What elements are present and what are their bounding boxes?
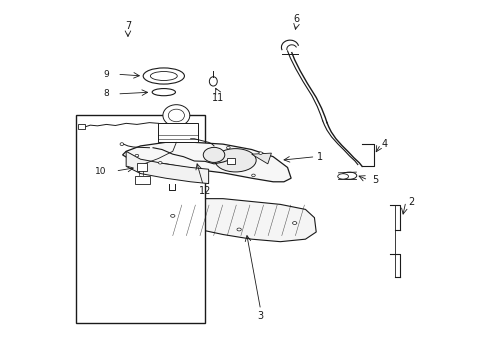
Text: 7: 7 — [124, 21, 131, 31]
Text: 1: 1 — [316, 152, 322, 162]
Bar — [137, 163, 147, 171]
Polygon shape — [251, 153, 271, 164]
Text: 12: 12 — [199, 186, 211, 196]
Polygon shape — [153, 199, 316, 242]
Text: 6: 6 — [293, 14, 299, 24]
Text: 5: 5 — [371, 175, 378, 185]
Ellipse shape — [203, 147, 224, 162]
Bar — [78, 125, 85, 130]
Ellipse shape — [150, 72, 177, 81]
Text: 2: 2 — [407, 197, 413, 207]
Bar — [158, 123, 198, 142]
Ellipse shape — [226, 147, 230, 149]
Ellipse shape — [163, 105, 189, 126]
Bar — [135, 176, 150, 184]
Text: 8: 8 — [103, 89, 109, 98]
Ellipse shape — [237, 228, 241, 231]
Bar — [76, 116, 204, 323]
Text: 10: 10 — [95, 167, 106, 176]
Ellipse shape — [258, 152, 262, 154]
Ellipse shape — [168, 109, 184, 122]
Ellipse shape — [209, 77, 217, 86]
Ellipse shape — [135, 154, 139, 157]
Ellipse shape — [214, 149, 256, 172]
Bar — [227, 158, 235, 163]
Text: 11: 11 — [211, 93, 224, 103]
Text: 4: 4 — [381, 139, 386, 149]
Text: 3: 3 — [257, 311, 263, 321]
Text: 9: 9 — [103, 70, 109, 79]
Ellipse shape — [170, 215, 175, 217]
Ellipse shape — [341, 172, 356, 179]
Ellipse shape — [152, 89, 175, 96]
Ellipse shape — [251, 174, 255, 177]
Ellipse shape — [120, 143, 123, 145]
Polygon shape — [126, 151, 208, 184]
Ellipse shape — [158, 162, 162, 164]
Ellipse shape — [337, 174, 348, 179]
Ellipse shape — [292, 222, 296, 225]
Ellipse shape — [143, 68, 184, 84]
Polygon shape — [122, 142, 290, 182]
